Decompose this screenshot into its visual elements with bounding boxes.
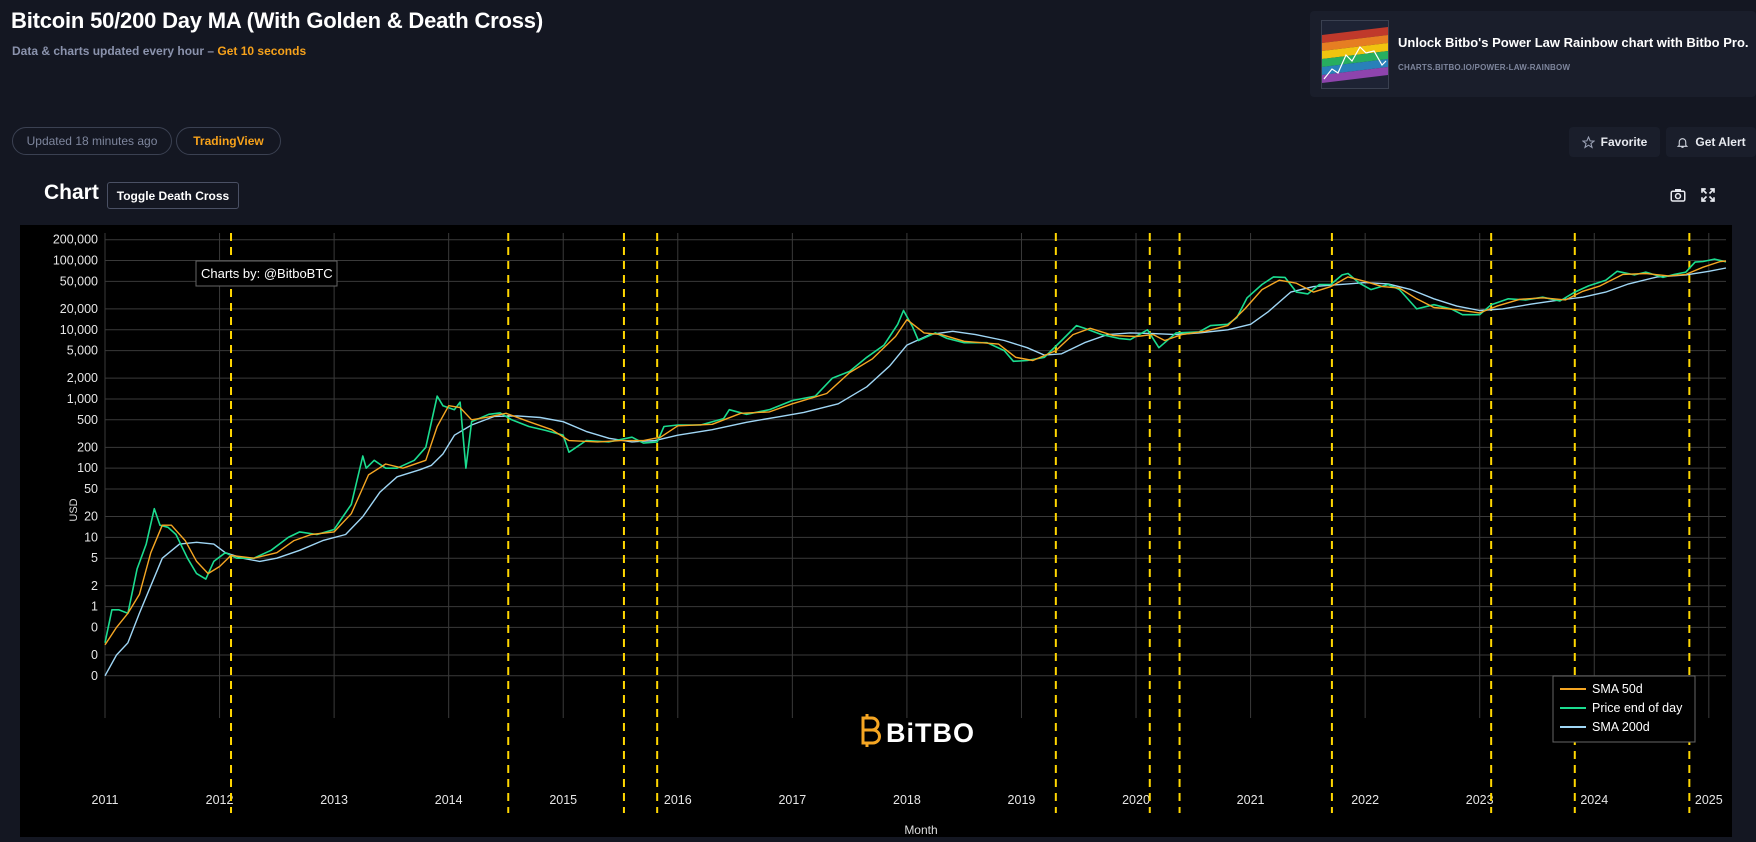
get-alert-button[interactable]: Get Alert — [1666, 127, 1756, 157]
y-tick-label: 1 — [91, 600, 98, 614]
x-tick-label: 2011 — [92, 793, 119, 807]
favorite-button[interactable]: Favorite — [1569, 127, 1660, 157]
legend: SMA 50d Price end of day SMA 200d — [1552, 675, 1696, 743]
x-tick-label: 2024 — [1580, 793, 1608, 807]
x-tick-label: 2025 — [1695, 793, 1723, 807]
y-tick-label: 0 — [91, 669, 98, 683]
y-axis-title: USD — [68, 498, 80, 521]
upgrade-link[interactable]: Get 10 seconds — [217, 44, 307, 58]
annotation-text: Charts by: @BitboBTC — [201, 266, 333, 281]
star-icon — [1581, 135, 1595, 149]
x-tick-label: 2014 — [435, 793, 463, 807]
y-tick-label: 0 — [91, 620, 98, 634]
price-chart[interactable]: 200,000 100,000 50,000 20,000 10,000 5,000 2,0… — [20, 225, 1732, 837]
camera-icon[interactable] — [1669, 186, 1687, 204]
x-tick-label: 2012 — [206, 793, 234, 807]
annotation-box: Charts by: @BitboBTC — [195, 260, 338, 287]
expand-icon[interactable] — [1699, 186, 1717, 204]
tradingview-button[interactable]: TradingView — [176, 127, 281, 155]
series-line-sma-50d — [104, 260, 1727, 646]
x-tick-label: 2013 — [320, 793, 348, 807]
y-tick-label: 10,000 — [60, 323, 98, 337]
favorite-label: Favorite — [1600, 135, 1648, 149]
x-axis-title: Month — [904, 823, 937, 837]
y-tick-label: 2 — [91, 579, 98, 593]
y-tick-label: 20 — [84, 510, 98, 524]
bitbo-watermark: BiTBO — [861, 714, 975, 748]
y-tick-label: 50 — [84, 482, 98, 496]
x-axis-ticks: 2011 2012 2013 2014 2015 2016 2017 2018 2019 2020… — [92, 793, 1723, 807]
x-tick-label: 2020 — [1122, 793, 1150, 807]
y-tick-label: 5,000 — [67, 344, 98, 358]
y-tick-label: 2,000 — [67, 371, 98, 385]
y-tick-label: 500 — [77, 413, 98, 427]
legend-label: SMA 50d — [1592, 682, 1643, 696]
promo-banner[interactable]: Unlock Bitbo's Power Law Rainbow chart w… — [1310, 11, 1756, 97]
y-tick-label: 200 — [77, 440, 98, 454]
chart-container[interactable]: 200,000 100,000 50,000 20,000 10,000 5,000 2,0… — [20, 225, 1732, 837]
page-title: Bitcoin 50/200 Day MA (With Golden & Dea… — [11, 8, 543, 33]
x-tick-label: 2015 — [549, 793, 577, 807]
x-tick-label: 2022 — [1351, 793, 1379, 807]
legend-label: SMA 200d — [1592, 720, 1650, 734]
toggle-death-cross-button[interactable]: Toggle Death Cross — [107, 182, 239, 209]
series-line-sma-200d — [104, 267, 1727, 677]
promo-title: Unlock Bitbo's Power Law Rainbow chart w… — [1398, 35, 1749, 50]
bitbo-logo-icon — [861, 714, 881, 747]
annotation-frame — [195, 260, 338, 287]
y-tick-label: 1,000 — [67, 392, 98, 406]
update-frequency-text: Data & charts updated every hour – — [12, 44, 218, 58]
rainbow-chart-thumbnail — [1321, 20, 1389, 89]
watermark-text: BiTBO — [886, 718, 975, 748]
x-tick-label: 2016 — [664, 793, 692, 807]
y-tick-label: 5 — [91, 551, 98, 565]
series-line-price-end-of-day — [104, 258, 1727, 643]
x-tick-label: 2019 — [1008, 793, 1036, 807]
x-tick-label: 2017 — [778, 793, 806, 807]
y-tick-label: 0 — [91, 648, 98, 662]
x-tick-label: 2021 — [1237, 793, 1265, 807]
grid — [104, 233, 1726, 718]
y-tick-label: 10 — [84, 530, 98, 544]
y-tick-label: 20,000 — [60, 302, 98, 316]
x-tick-label: 2023 — [1466, 793, 1494, 807]
legend-label: Price end of day — [1592, 701, 1683, 715]
y-tick-label: 50,000 — [60, 274, 98, 288]
chart-heading: Chart — [44, 181, 99, 204]
x-tick-label: 2018 — [893, 793, 921, 807]
y-tick-label: 200,000 — [53, 233, 98, 247]
y-tick-label: 100 — [77, 461, 98, 475]
update-frequency-note: Data & charts updated every hour – Get 1… — [12, 44, 306, 58]
promo-url: CHARTS.BITBO.IO/POWER-LAW-RAINBOW — [1398, 63, 1571, 72]
series-lines — [104, 258, 1727, 677]
bell-icon — [1677, 137, 1689, 148]
get-alert-label: Get Alert — [1695, 135, 1746, 149]
y-tick-label: 100,000 — [53, 254, 98, 268]
y-axis-ticks: 200,000 100,000 50,000 20,000 10,000 5,000 2,0… — [53, 233, 98, 683]
updated-badge: Updated 18 minutes ago — [12, 127, 172, 155]
